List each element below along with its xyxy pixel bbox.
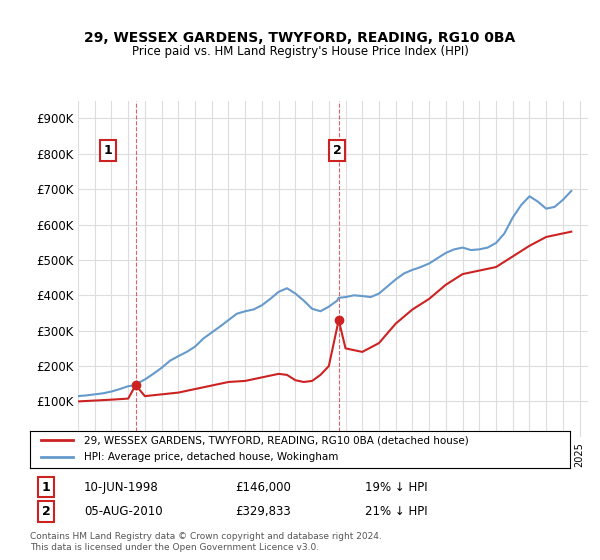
Text: 10-JUN-1998: 10-JUN-1998 <box>84 480 159 494</box>
Text: 1: 1 <box>42 480 50 494</box>
Text: 05-AUG-2010: 05-AUG-2010 <box>84 505 163 518</box>
Text: 1: 1 <box>104 144 112 157</box>
Text: £329,833: £329,833 <box>235 505 291 518</box>
Text: 19% ↓ HPI: 19% ↓ HPI <box>365 480 427 494</box>
Text: 2: 2 <box>42 505 50 518</box>
Text: 29, WESSEX GARDENS, TWYFORD, READING, RG10 0BA: 29, WESSEX GARDENS, TWYFORD, READING, RG… <box>85 31 515 45</box>
Text: 21% ↓ HPI: 21% ↓ HPI <box>365 505 427 518</box>
Text: 29, WESSEX GARDENS, TWYFORD, READING, RG10 0BA (detached house): 29, WESSEX GARDENS, TWYFORD, READING, RG… <box>84 435 469 445</box>
Text: 2: 2 <box>333 144 341 157</box>
Text: Price paid vs. HM Land Registry's House Price Index (HPI): Price paid vs. HM Land Registry's House … <box>131 45 469 58</box>
Text: £146,000: £146,000 <box>235 480 291 494</box>
Text: Contains HM Land Registry data © Crown copyright and database right 2024.
This d: Contains HM Land Registry data © Crown c… <box>30 532 382 552</box>
Text: HPI: Average price, detached house, Wokingham: HPI: Average price, detached house, Woki… <box>84 452 338 463</box>
